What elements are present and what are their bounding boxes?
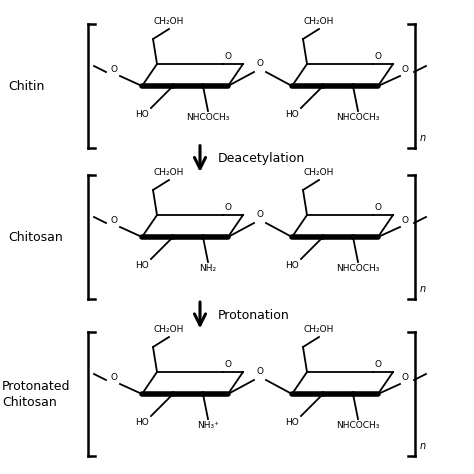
Text: O: O bbox=[375, 203, 382, 212]
Text: Chitosan: Chitosan bbox=[8, 230, 63, 244]
Text: Chitin: Chitin bbox=[8, 80, 45, 92]
Text: NH₃⁺: NH₃⁺ bbox=[197, 421, 219, 430]
Text: n: n bbox=[420, 284, 426, 294]
Text: O: O bbox=[111, 373, 118, 382]
Text: O: O bbox=[225, 52, 232, 61]
Text: HO: HO bbox=[285, 418, 299, 427]
Text: O: O bbox=[111, 65, 118, 74]
Text: O: O bbox=[402, 65, 409, 74]
Text: CH₂OH: CH₂OH bbox=[154, 325, 184, 334]
Text: CH₂OH: CH₂OH bbox=[304, 325, 334, 334]
Text: O: O bbox=[256, 210, 264, 219]
Text: NH₂: NH₂ bbox=[200, 264, 217, 273]
Text: O: O bbox=[225, 360, 232, 369]
Text: HO: HO bbox=[135, 261, 149, 270]
Text: O: O bbox=[375, 52, 382, 61]
Text: HO: HO bbox=[285, 110, 299, 119]
Text: NHCOCH₃: NHCOCH₃ bbox=[337, 421, 380, 430]
Text: Protonated
Chitosan: Protonated Chitosan bbox=[2, 380, 71, 409]
Text: Protonation: Protonation bbox=[218, 309, 290, 322]
Text: n: n bbox=[420, 133, 426, 143]
Text: CH₂OH: CH₂OH bbox=[154, 17, 184, 26]
Text: n: n bbox=[420, 441, 426, 451]
Text: Deacetylation: Deacetylation bbox=[218, 152, 305, 165]
Text: O: O bbox=[402, 216, 409, 225]
Text: NHCOCH₃: NHCOCH₃ bbox=[337, 113, 380, 122]
Text: NHCOCH₃: NHCOCH₃ bbox=[186, 113, 230, 122]
Text: O: O bbox=[111, 216, 118, 225]
Text: O: O bbox=[375, 360, 382, 369]
Text: NHCOCH₃: NHCOCH₃ bbox=[337, 264, 380, 273]
Text: O: O bbox=[225, 203, 232, 212]
Text: HO: HO bbox=[135, 110, 149, 119]
Text: O: O bbox=[402, 373, 409, 382]
Text: HO: HO bbox=[135, 418, 149, 427]
Text: O: O bbox=[256, 59, 264, 68]
Text: CH₂OH: CH₂OH bbox=[304, 17, 334, 26]
Text: O: O bbox=[256, 367, 264, 376]
Text: CH₂OH: CH₂OH bbox=[154, 168, 184, 177]
Text: HO: HO bbox=[285, 261, 299, 270]
Text: CH₂OH: CH₂OH bbox=[304, 168, 334, 177]
